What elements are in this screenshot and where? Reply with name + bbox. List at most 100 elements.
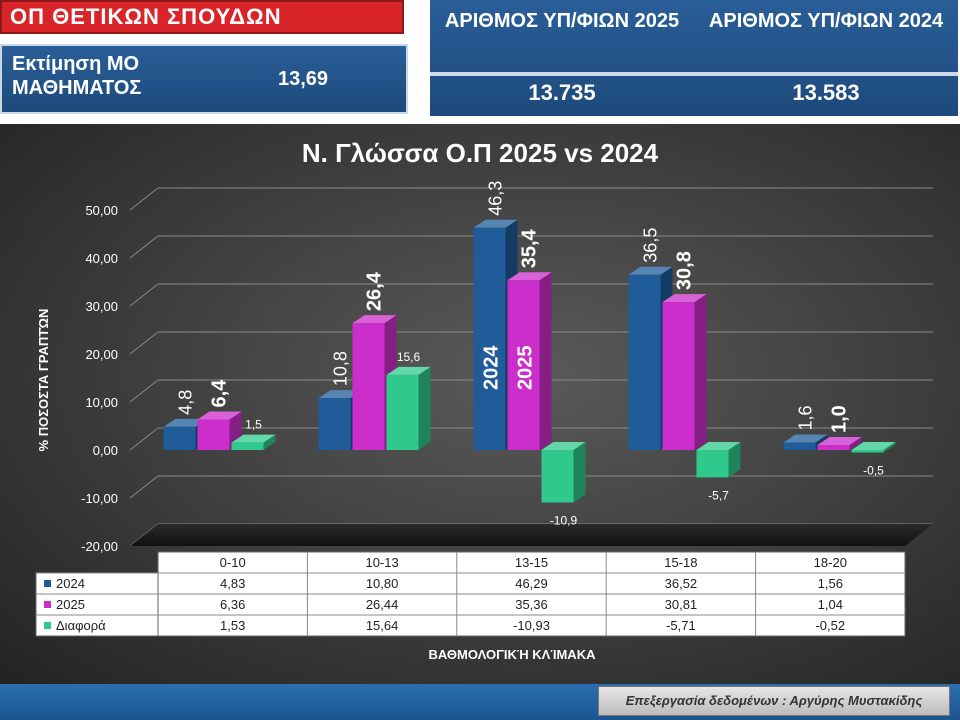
table-cell: 46,29	[515, 576, 548, 591]
table-cell: -5,71	[666, 618, 696, 633]
data-label: -5,7	[708, 488, 729, 502]
bar	[541, 450, 574, 503]
mo-estimate-box: Εκτίμηση ΜΟ ΜΑΘΗΜΑΤΟΣ 13,69	[0, 44, 408, 114]
data-label: 15,6	[397, 350, 421, 364]
chart-data-table: 0-10 10-13 13-15 15-18 18-20 2024 4,83 10,80 46,…	[35, 551, 906, 637]
bar-top	[817, 437, 862, 446]
in-bar-series-label: 2025	[515, 346, 537, 391]
bar-top	[783, 434, 828, 443]
table-cell: -10,93	[513, 618, 550, 633]
legend-entry: Διαφορά	[56, 618, 106, 633]
y-tick-label: 20,00	[85, 347, 118, 362]
y-tick-label: 50,00	[85, 203, 118, 218]
gridline-slant	[129, 331, 159, 355]
bar-top	[352, 315, 397, 324]
table-cell: 26,44	[366, 597, 399, 612]
x-axis-label: ΒΑΘΜΟΛΟΓΙΚΉ ΚΛΊΜΑΚΑ	[429, 647, 597, 662]
gridline-slant	[129, 379, 159, 403]
bar	[318, 398, 351, 450]
bar	[386, 374, 419, 450]
x-tick-label: 15-18	[664, 555, 697, 570]
data-label: 6,4	[209, 379, 231, 408]
bar-side	[418, 366, 431, 450]
data-label: 1,6	[796, 405, 816, 430]
table-cell: 1,53	[220, 618, 245, 633]
count-2024-value: 13.583	[792, 80, 860, 105]
data-label: 46,3	[486, 181, 506, 216]
count-2025-value: 13.735	[528, 80, 596, 105]
bar-top	[851, 442, 896, 450]
mo-estimate-value: 13,69	[278, 68, 329, 90]
bar	[197, 419, 230, 450]
x-tick-label: 0-10	[220, 555, 246, 570]
bar-side	[849, 437, 862, 450]
bar-side	[694, 294, 707, 450]
bar	[696, 450, 729, 478]
y-tick-label: -10,00	[81, 491, 118, 506]
candidate-count-box: ΑΡΙΘΜΟΣ ΥΠ/ΦΙΩΝ 2025 ΑΡΙΘΜΟΣ ΥΠ/ΦΙΩΝ 202…	[430, 0, 958, 116]
bar	[783, 442, 816, 450]
bar-top	[197, 411, 242, 420]
chart-floor	[130, 524, 933, 546]
y-tick-label: -20,00	[81, 539, 118, 554]
chart-bars	[163, 219, 896, 503]
table-cell: 35,36	[515, 597, 548, 612]
data-label: 35,4	[519, 228, 541, 268]
count-2024-header: ΑΡΙΘΜΟΣ ΥΠ/ΦΙΩΝ 2024	[708, 10, 944, 32]
table-cell: 6,36	[220, 597, 245, 612]
bar	[628, 274, 661, 450]
bar-top	[163, 418, 208, 427]
bar	[163, 426, 196, 450]
table-legend-frame	[35, 572, 159, 637]
legend-swatch	[44, 601, 51, 608]
data-label: 10,8	[331, 351, 351, 386]
legend-entry: 2025	[56, 597, 85, 612]
data-label: 4,8	[176, 390, 196, 415]
gridline-slant	[129, 235, 159, 259]
bar-side	[573, 442, 586, 503]
y-axis-label: % ΠΟΣΟΣΤΑ ΓΡΑΠΤΏΝ	[36, 309, 51, 452]
bar-top	[318, 390, 363, 399]
bar-top	[386, 366, 431, 375]
legend-swatch	[44, 580, 51, 587]
bar-side	[728, 442, 741, 478]
table-cell: -0,52	[815, 618, 845, 633]
data-label: 1,0	[829, 405, 851, 433]
bar-top	[231, 434, 276, 443]
credit-label: Επεξεργασία δεδομένων : Αργύρης Μυστακίδ…	[598, 686, 950, 716]
gridline-slant	[129, 475, 159, 499]
legend-swatch	[44, 622, 51, 629]
y-tick-label: 30,00	[85, 299, 118, 314]
data-label: 30,8	[674, 251, 696, 290]
gridline-slant	[129, 427, 159, 451]
bar-top	[473, 219, 518, 228]
data-label: 1,5	[245, 418, 262, 432]
bar	[817, 445, 850, 450]
bar	[507, 280, 540, 450]
bar-top	[628, 266, 673, 275]
in-bar-series-label: 2024	[481, 345, 503, 390]
bar-side	[263, 434, 276, 450]
bar	[851, 450, 884, 453]
y-tick-label: 10,00	[85, 395, 118, 410]
bar-top	[662, 294, 707, 303]
table-cell: 36,52	[665, 576, 698, 591]
table-cell: 15,64	[366, 618, 399, 633]
gridline-slant	[129, 283, 159, 307]
x-tick-label: 10-13	[365, 555, 398, 570]
table-cell: 1,04	[818, 597, 843, 612]
table-cell: 10,80	[366, 576, 399, 591]
y-tick-label: 40,00	[85, 251, 118, 266]
chart-title: Ν. Γλώσσα Ο.Π 2025 vs 2024	[302, 138, 659, 168]
data-label: 26,4	[364, 271, 386, 311]
bar	[231, 442, 264, 450]
bar	[352, 323, 385, 450]
bar-side	[539, 272, 552, 450]
gridline-slant	[129, 187, 159, 211]
x-tick-label: 18-20	[814, 555, 847, 570]
chart-data-labels: 4,8 6,4 1,5 10,8 26,4 15,6 46,3 35,4 -10,9 2024 20…	[176, 181, 885, 528]
data-label: -0,5	[863, 463, 884, 477]
data-label: -10,9	[550, 513, 578, 527]
bar	[473, 227, 506, 450]
